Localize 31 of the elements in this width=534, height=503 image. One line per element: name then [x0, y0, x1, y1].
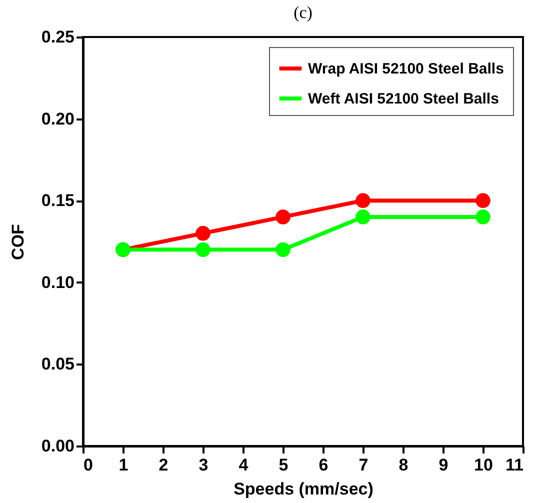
y-axis-title: COF	[8, 224, 28, 260]
legend-label: Wrap AISI 52100 Steel Balls	[308, 60, 504, 78]
x-tick-label: 11	[506, 456, 524, 474]
x-tick-label: 6	[318, 456, 328, 474]
y-tick-label: 0.05	[41, 354, 74, 374]
y-tick-label: 0.00	[41, 436, 74, 456]
x-tick-label: 10	[474, 456, 493, 474]
point	[356, 210, 370, 224]
point	[476, 210, 490, 224]
point	[356, 193, 370, 208]
x-tick-label: 0	[84, 456, 93, 474]
chart-title: (c)	[294, 3, 312, 22]
point	[276, 242, 290, 258]
x-tick-label: 8	[398, 456, 408, 474]
x-tick-label: 5	[278, 456, 288, 474]
point	[196, 242, 210, 258]
x-tick-label: 1	[118, 456, 128, 474]
x-tick-label: 7	[358, 456, 368, 474]
legend-label: Weft AISI 52100 Steel Balls	[308, 90, 499, 108]
y-tick-label: 0.10	[41, 272, 74, 292]
y-tick-label: 0.25	[41, 28, 74, 46]
point	[276, 210, 290, 224]
x-tick-label: 2	[158, 456, 168, 474]
x-tick-label: 9	[438, 456, 448, 474]
x-tick-label: 4	[238, 456, 249, 474]
y-tick-label: 0.20	[41, 109, 74, 128]
x-tick-label: 3	[198, 456, 208, 474]
y-tick-label: 0.15	[41, 191, 74, 210]
x-axis-title: Speeds (mm/sec)	[234, 480, 374, 498]
point	[476, 193, 490, 208]
point	[196, 226, 210, 241]
